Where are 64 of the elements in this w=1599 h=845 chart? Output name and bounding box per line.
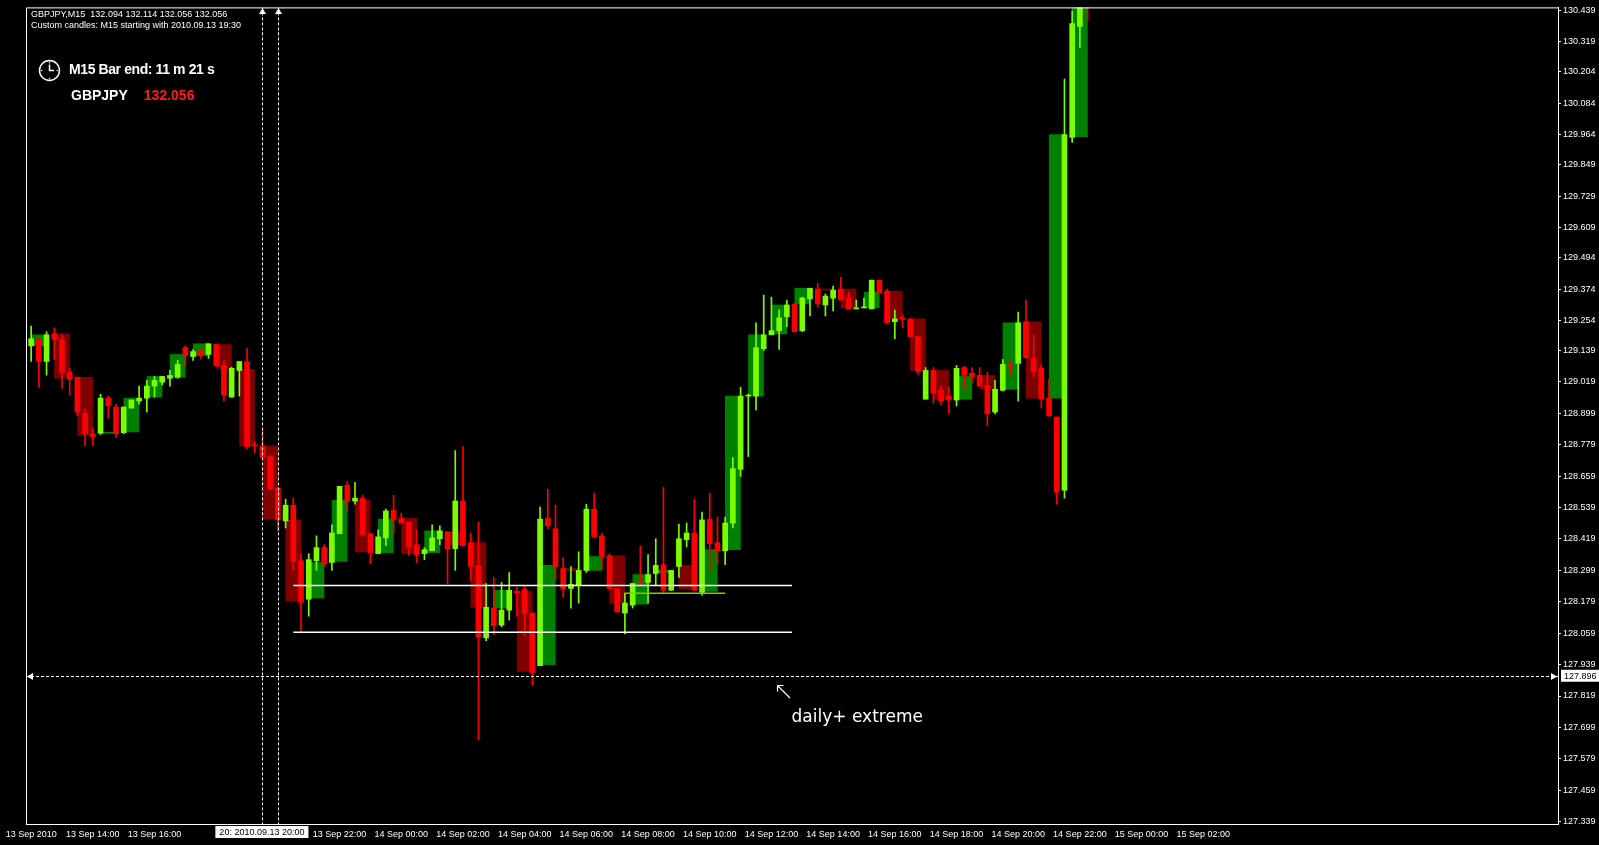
candlestick — [251, 441, 258, 453]
x-tick-label: 14 Sep 18:00 — [929, 828, 984, 839]
candlestick — [652, 538, 659, 586]
annotation: daily+ extreme — [791, 705, 923, 726]
y-tick-label: 128.659 — [1563, 470, 1596, 481]
text: Custom candles: M15 starting with 2010.09.13 19:30 — [31, 20, 242, 31]
x-tick-label: 14 Sep 02:00 — [436, 828, 490, 839]
annotation: 132.056 — [143, 87, 195, 104]
annotation: GBPJPY — [71, 87, 128, 104]
y-tick-label: 129.964 — [1563, 129, 1596, 140]
y-tick-label: 128.539 — [1563, 502, 1596, 513]
y-tick-label: 129.849 — [1563, 159, 1596, 170]
x-tick-label: 14 Sep 14:00 — [806, 828, 860, 839]
y-tick-label: 127.819 — [1563, 690, 1596, 701]
chart-title: GBPJPY,M15 132.094 132.114 132.056 132.056 — [31, 9, 228, 20]
y-tick-label: 130.439 — [1563, 4, 1596, 15]
y-tick-label: 127.699 — [1563, 721, 1596, 732]
y-tick-label: 128.299 — [1563, 564, 1596, 575]
candlestick — [645, 554, 651, 604]
x-tick-label: 14 Sep 20:00 — [991, 828, 1045, 839]
candlestick — [352, 482, 358, 505]
y-tick-label: 127.579 — [1563, 753, 1596, 764]
y-tick-label: 127.939 — [1563, 659, 1596, 670]
x-tick-label: 14 Sep 10:00 — [682, 828, 737, 839]
y-tick-label: 128.899 — [1563, 407, 1596, 418]
candlestick — [90, 427, 96, 447]
ref-line-label: 20: 2010.09.13 20:00 — [219, 826, 305, 837]
x-tick-label: 14 Sep 22:00 — [1053, 828, 1107, 839]
ref-line-label: 127.896 — [1564, 670, 1597, 681]
candlestick — [51, 327, 58, 360]
x-tick-label: 13 Sep 16:00 — [127, 828, 182, 839]
y-tick-label: 130.204 — [1563, 66, 1596, 77]
y-tick-label: 129.139 — [1563, 345, 1596, 356]
candlestick — [891, 309, 898, 340]
x-tick-label: 14 Sep 16:00 — [868, 828, 922, 839]
y-tick-label: 129.609 — [1563, 222, 1596, 232]
y-tick-label: 127.339 — [1563, 816, 1596, 827]
candlestick — [136, 385, 142, 405]
y-tick-label: 129.729 — [1563, 190, 1596, 201]
y-tick-label: 130.084 — [1563, 97, 1596, 108]
x-tick-label: 14 Sep 06:00 — [559, 828, 614, 839]
x-tick-label: 13 Sep 2010 — [5, 828, 57, 839]
y-tick-label: 127.459 — [1563, 784, 1596, 795]
y-tick-label: 130.319 — [1563, 36, 1596, 47]
y-tick-label: 128.179 — [1563, 596, 1596, 607]
x-tick-label: 14 Sep 12:00 — [744, 828, 799, 839]
y-tick-label: 129.254 — [1563, 314, 1596, 325]
y-tick-label: 128.059 — [1563, 627, 1596, 638]
x-tick-label: 15 Sep 00:00 — [1114, 828, 1169, 839]
candlestick — [945, 386, 952, 415]
x-tick-label: 14 Sep 08:00 — [621, 828, 675, 839]
x-tick-label: 13 Sep 22:00 — [312, 828, 367, 839]
x-tick-label: 15 Sep 02:00 — [1176, 828, 1231, 839]
y-tick-label: 129.374 — [1563, 283, 1596, 294]
y-tick-label: 129.019 — [1563, 376, 1596, 387]
candlestick — [544, 488, 551, 530]
y-tick-label: 129.494 — [1563, 252, 1596, 263]
candlestick — [28, 325, 34, 362]
x-tick-label: 14 Sep 04:00 — [497, 828, 552, 839]
x-tick-label: 13 Sep 14:00 — [66, 828, 120, 839]
y-tick-label: 128.779 — [1563, 439, 1596, 450]
y-tick-label: 128.419 — [1563, 533, 1596, 544]
x-tick-label: 14 Sep 00:00 — [374, 828, 429, 839]
annotation: M15 Bar end: 11 m 21 s — [69, 61, 215, 78]
